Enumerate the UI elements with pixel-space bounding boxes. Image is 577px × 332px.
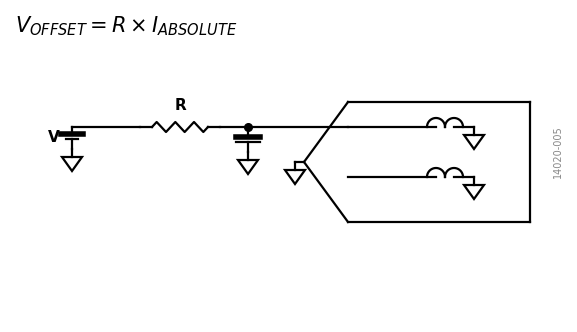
Text: V: V <box>48 129 60 144</box>
Text: R: R <box>174 98 186 113</box>
Text: $\mathit{V}_{\mathit{OFFSET}} = \mathit{R} \times \mathit{I}_{\mathit{ABSOLUTE}}: $\mathit{V}_{\mathit{OFFSET}} = \mathit{… <box>15 14 237 38</box>
Text: 14020-005: 14020-005 <box>553 125 563 178</box>
